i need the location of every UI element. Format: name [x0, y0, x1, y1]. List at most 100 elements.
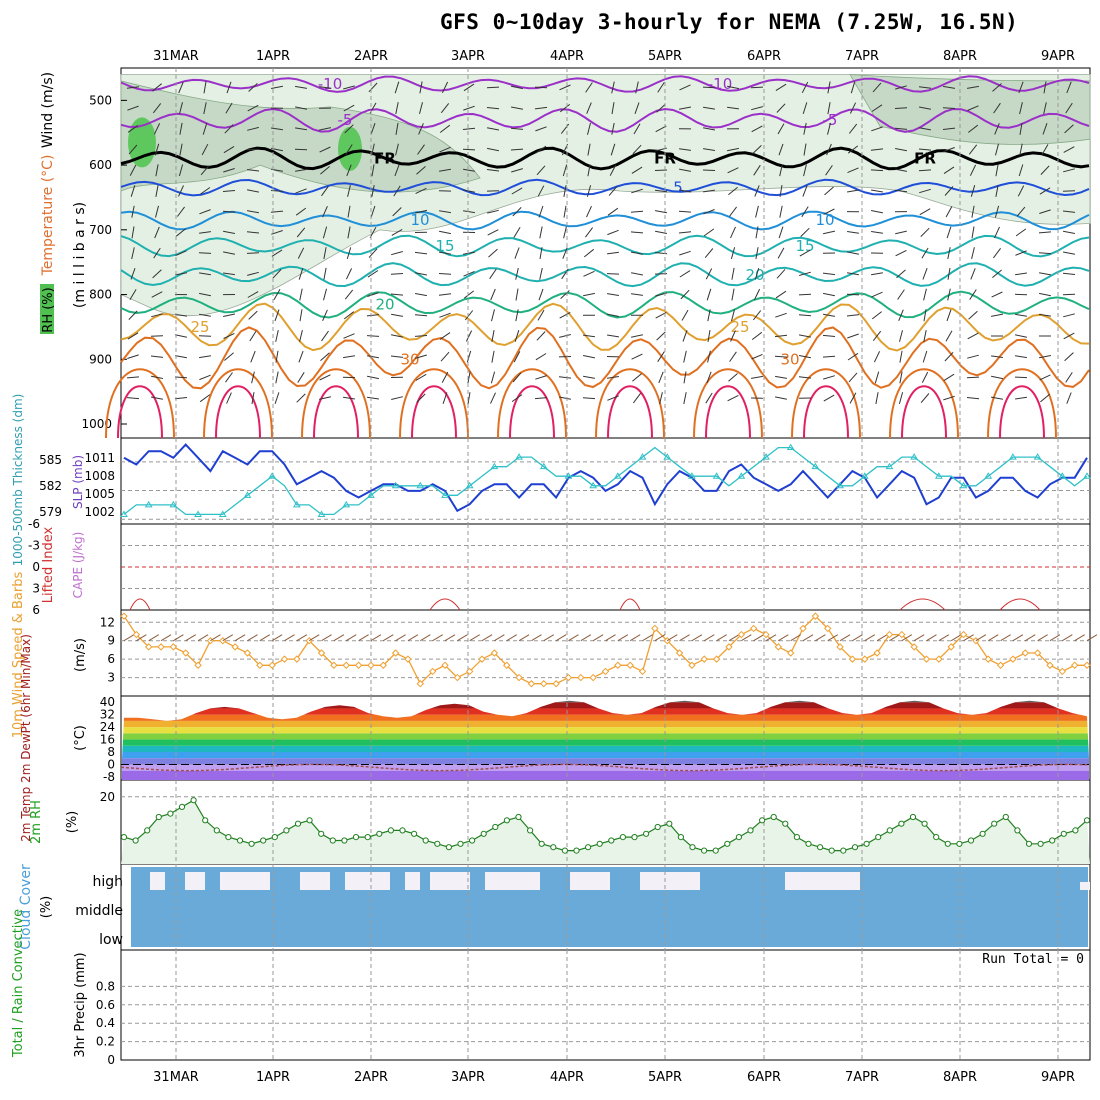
temp-band [122, 758, 1089, 765]
wind-barb [510, 127, 524, 130]
rh-point [434, 840, 441, 847]
wind-speed-point [1083, 661, 1091, 669]
wind-barb [439, 168, 451, 172]
wind-barb-10m [938, 634, 950, 642]
wind-speed-point [811, 612, 820, 620]
wind-barb [801, 206, 809, 218]
rh-point [364, 834, 371, 841]
rh-point [213, 827, 220, 834]
wind-barb [415, 293, 427, 297]
wind-barb [246, 252, 260, 254]
wind-barb [967, 85, 979, 89]
wind-barb [247, 291, 259, 298]
wind-barb [514, 330, 520, 342]
wind-barb [511, 394, 523, 403]
rh-point [294, 820, 302, 827]
thickness-point [416, 481, 425, 489]
rh-point [770, 813, 777, 821]
wind-tick-label: 9 [107, 634, 115, 648]
rh-shading-medium [120, 80, 481, 193]
wind-barb [199, 355, 211, 359]
wind-barb [223, 251, 235, 255]
rh-point [248, 840, 255, 847]
wind-barb-10m [543, 634, 555, 642]
wind-barb [896, 269, 906, 279]
wind-barb [486, 169, 500, 172]
cloud-level-low: low [99, 932, 123, 948]
wind-speed-point [441, 661, 449, 669]
wind-barb [226, 81, 232, 94]
wind-barb [899, 371, 903, 384]
thickness-point [589, 481, 598, 489]
wind-barb [441, 81, 449, 94]
wind-barb [1066, 81, 1072, 94]
wind-barb [1063, 332, 1075, 340]
wind-barb [174, 376, 188, 379]
wind-barb [1065, 372, 1073, 383]
wind-barb [802, 102, 808, 115]
wind-barb [343, 311, 355, 320]
wind-barb [346, 247, 352, 260]
wind-barb [151, 313, 163, 318]
wind-barb [347, 226, 351, 239]
wind-barb [608, 186, 618, 196]
rh-color-key [40, 284, 54, 334]
wind-barb [583, 375, 595, 379]
wind-barb [944, 351, 954, 362]
wind-barb [296, 227, 306, 238]
wind-barb [657, 82, 665, 93]
wind-barb [151, 83, 163, 92]
wind-barb [390, 355, 404, 358]
wind-speed-point [280, 655, 289, 663]
wind-barb [582, 397, 596, 400]
wind-speed-point [243, 649, 252, 657]
isotherm-FR [120, 146, 1090, 171]
lifted-index-line [899, 598, 946, 611]
wind-barb [273, 289, 281, 301]
isotherm-hot-loop [803, 385, 849, 439]
wind-barb [346, 164, 352, 177]
wind-barb [395, 122, 399, 135]
isotherm-20 [120, 262, 1090, 288]
rh-point [979, 830, 986, 837]
wind-barb [679, 168, 691, 172]
rh-point [329, 837, 336, 844]
wind-barb [750, 86, 764, 89]
wind-barb [802, 185, 808, 197]
rh-point [585, 844, 592, 851]
wind-barb [152, 103, 162, 114]
wind-speed-point [737, 630, 746, 639]
wind-speed-point [675, 649, 684, 657]
rh-point [411, 830, 418, 837]
wind-barb [967, 354, 979, 359]
wind-barb-10m [815, 634, 826, 642]
wind-barb [966, 397, 980, 400]
wind-barb [678, 231, 692, 234]
wind-barb [563, 185, 567, 197]
thickness-point [218, 510, 227, 517]
wind-barb [366, 314, 380, 317]
rh-point [793, 834, 801, 841]
wind-barb [417, 144, 425, 155]
isotherm-hot-loop [999, 385, 1045, 439]
wind-barb [534, 397, 548, 400]
temp-band [122, 702, 1089, 709]
wind-speed-point [959, 630, 968, 639]
wind-barb [799, 271, 811, 276]
lifted-index-tick-label: 3 [32, 582, 40, 596]
wind-barb-10m [568, 634, 579, 642]
wind-barb [391, 334, 403, 338]
wind-barb-10m [778, 634, 789, 642]
rh-point [527, 827, 534, 834]
wind-barb [872, 330, 882, 342]
wind-barb [751, 106, 763, 111]
isotherm-hot-loop [301, 368, 371, 439]
isotherm-label: 15 [435, 237, 454, 255]
wind-barb [803, 143, 807, 156]
wind-barb [1064, 124, 1074, 134]
wind-barb [318, 396, 332, 400]
wind-barb [728, 373, 738, 382]
temp-band [122, 714, 1089, 721]
wind-barb [343, 333, 355, 339]
wind-barb [151, 375, 163, 379]
